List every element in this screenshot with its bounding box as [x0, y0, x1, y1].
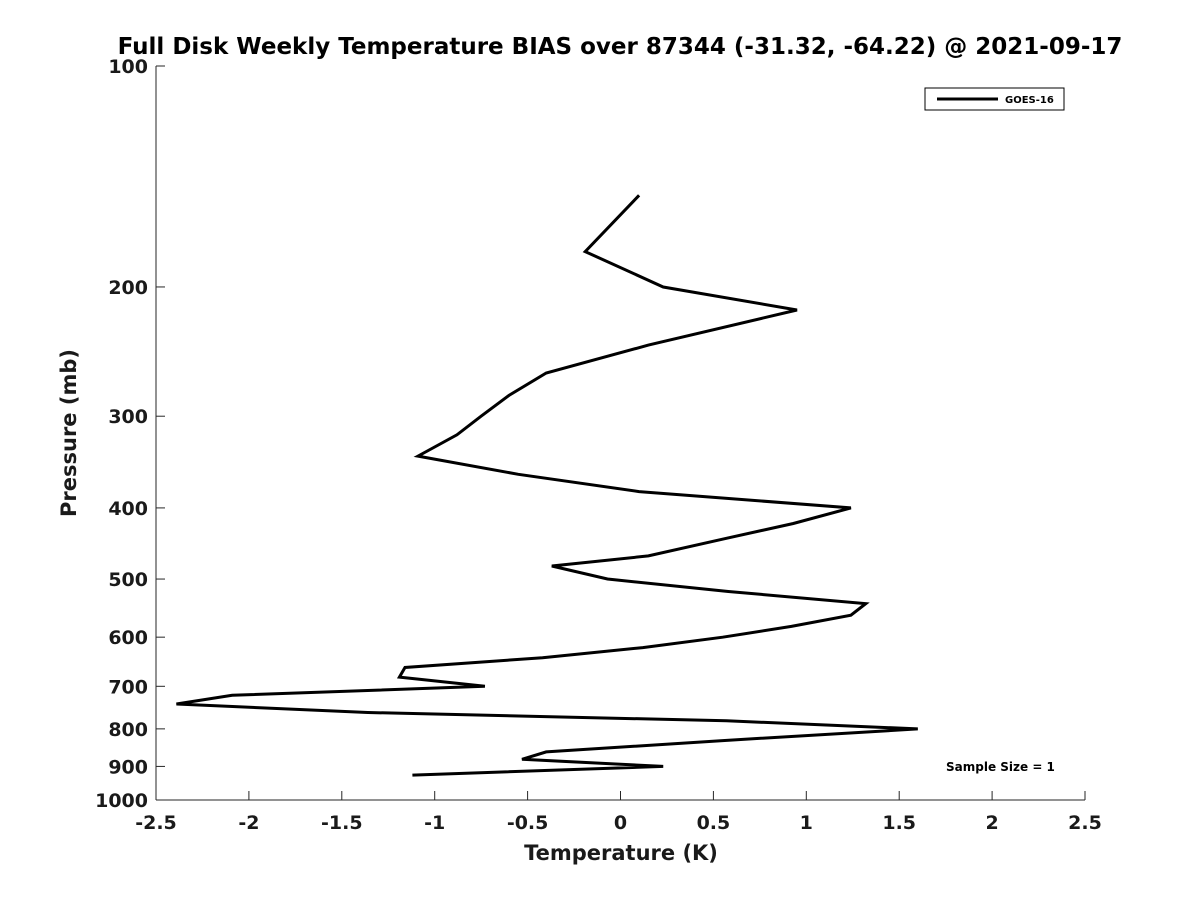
- legend: GOES-16: [924, 87, 1065, 111]
- x-tick-label: 0.5: [697, 812, 731, 834]
- sample-size-annotation: Sample Size = 1: [946, 760, 1055, 774]
- y-tick-label: 500: [108, 569, 148, 591]
- x-axis-label: Temperature (K): [524, 841, 718, 865]
- y-tick-label: 700: [108, 676, 148, 698]
- y-tick-label: 100: [108, 56, 148, 78]
- y-tick-label: 400: [108, 498, 148, 520]
- x-tick-label: -2: [238, 812, 259, 834]
- axes: [155, 66, 1085, 801]
- y-tick-label: 1000: [95, 790, 148, 812]
- series-line-goes-16: [176, 194, 918, 777]
- legend-entry-goes-16: GOES-16: [1005, 95, 1054, 106]
- x-tick-label: 0: [614, 812, 627, 834]
- y-tick-label: 900: [108, 756, 148, 778]
- series-layer: [176, 194, 918, 777]
- x-tick-label: 1: [800, 812, 813, 834]
- y-tick-label: 300: [108, 406, 148, 428]
- x-tick-label: -1.5: [321, 812, 363, 834]
- y-axis-label: Pressure (mb): [57, 349, 81, 517]
- x-tick-label: -2.5: [135, 812, 177, 834]
- x-tick-label: -1: [424, 812, 445, 834]
- ticks: -2.5 -2 -1.5 -1 -0.5 0 0.5 1 1.5 2 2.5 100 200 300 400…: [95, 56, 1102, 834]
- x-tick-label: 1.5: [882, 812, 916, 834]
- chart-title: Full Disk Weekly Temperature BIAS over 8…: [118, 34, 1123, 60]
- y-tick-label: 600: [108, 627, 148, 649]
- x-tick-label: 2.5: [1068, 812, 1102, 834]
- y-tick-label: 200: [108, 277, 148, 299]
- y-tick-label: 800: [108, 719, 148, 741]
- x-tick-label: -0.5: [507, 812, 549, 834]
- x-tick-label: 2: [985, 812, 998, 834]
